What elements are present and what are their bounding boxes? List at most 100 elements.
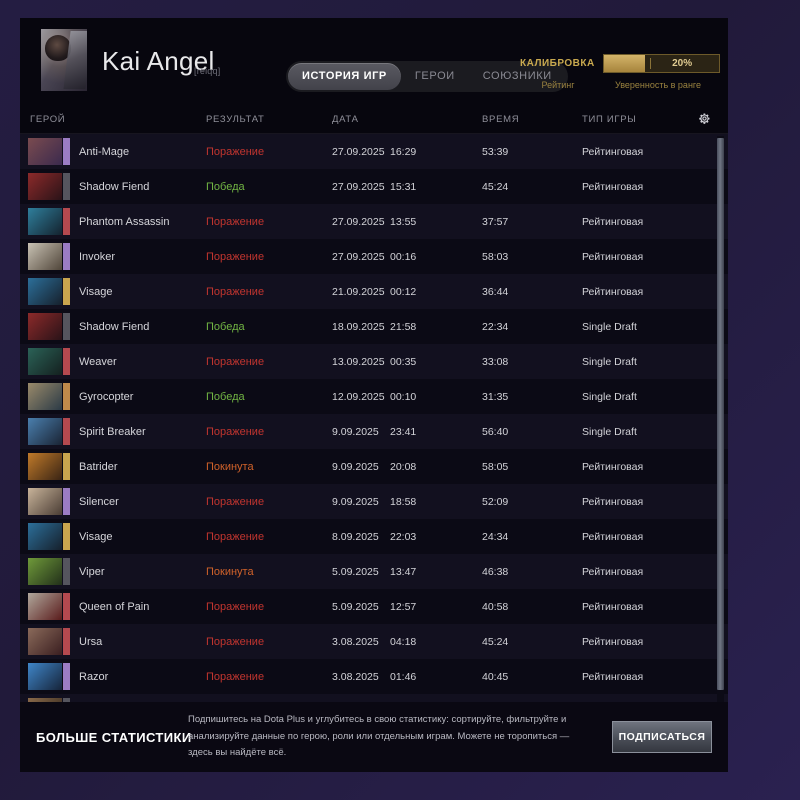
- hero-rank-bar: [63, 593, 70, 620]
- match-time: 12:57: [390, 600, 417, 613]
- calibration-progress-bar: 20%: [602, 54, 720, 73]
- match-time: 04:18: [390, 635, 417, 648]
- match-result: Поражение: [206, 215, 265, 228]
- hero-portrait: [28, 593, 62, 620]
- calibration-label: КАЛИБРОВКА: [520, 58, 595, 69]
- match-mode: Рейтинговая: [582, 565, 644, 578]
- match-mode: Рейтинговая: [582, 495, 644, 508]
- hero-portrait: [28, 453, 62, 480]
- hero-rank-bar: [63, 698, 70, 702]
- hero-rank-bar: [63, 278, 70, 305]
- tab-match-history[interactable]: ИСТОРИЯ ИГР: [288, 63, 401, 90]
- table-row[interactable]: Anti-Mage Поражение 27.09.2025 16:29 53:39 Ре…: [20, 134, 728, 169]
- match-mode: Single Draft: [582, 425, 637, 438]
- match-duration: 53:39: [482, 145, 509, 158]
- subscribe-button[interactable]: ПОДПИСАТЬСЯ: [612, 721, 712, 753]
- column-header-mode[interactable]: ТИП ИГРЫ: [582, 114, 637, 125]
- table-row[interactable]: Batrider Покинута 9.09.2025 20:08 58:05 Рейти…: [20, 449, 728, 484]
- match-date: 27.09.2025: [332, 250, 385, 263]
- calibration-rating-label: Рейтинг: [541, 80, 575, 90]
- tab-allies[interactable]: СОЮЗНИКИ: [482, 70, 552, 82]
- player-tag: [reiqq]: [194, 66, 221, 76]
- hero-rank-bar: [63, 138, 70, 165]
- table-row[interactable]: Weaver Поражение 13.09.2025 00:35 33:08 Singl…: [20, 344, 728, 379]
- promo-title: БОЛЬШЕ СТАТИСТИКИ: [36, 729, 192, 745]
- match-time: 16:29: [390, 145, 417, 158]
- match-mode: Рейтинговая: [582, 670, 644, 683]
- match-history-list[interactable]: Anti-Mage Поражение 27.09.2025 16:29 53:39 Ре…: [20, 134, 728, 702]
- page-title: Kai Angel: [102, 46, 215, 76]
- hero-name: Visage: [79, 530, 113, 543]
- tab-heroes[interactable]: ГЕРОИ: [414, 70, 455, 82]
- hero-portrait: [28, 208, 62, 235]
- table-row[interactable]: Silencer Поражение 9.09.2025 18:58 52:09 Рейт…: [20, 484, 728, 519]
- match-date: 9.09.2025: [332, 460, 379, 473]
- gear-icon[interactable]: [697, 111, 712, 126]
- vertical-scrollbar[interactable]: [717, 136, 724, 708]
- match-duration: 33:08: [482, 355, 509, 368]
- table-row[interactable]: Visage Поражение 8.09.2025 22:03 24:34 Рейтин…: [20, 519, 728, 554]
- column-header-date[interactable]: ДАТА: [332, 114, 359, 125]
- match-result: Покинута: [206, 565, 254, 578]
- table-row[interactable]: Spirit Breaker Поражение 9.09.2025 23:41 56:…: [20, 414, 728, 449]
- hero-portrait: [28, 383, 62, 410]
- match-date: 27.09.2025: [332, 180, 385, 193]
- hero-name: Invoker: [79, 250, 116, 263]
- hero-rank-bar: [63, 558, 70, 585]
- table-row[interactable]: Shadow Fiend Победа 27.09.2025 15:31 45:24 Ре…: [20, 169, 728, 204]
- hero-rank-bar: [63, 418, 70, 445]
- hero-rank-bar: [63, 488, 70, 515]
- hero-cell: Phantom Assassin: [28, 208, 170, 235]
- hero-portrait: [28, 488, 62, 515]
- hero-name: Anti-Mage: [79, 145, 130, 158]
- table-row[interactable]: Invoker Поражение 27.09.2025 00:16 58:03 Рейт…: [20, 239, 728, 274]
- match-time: 00:12: [390, 285, 417, 298]
- column-header-hero[interactable]: ГЕРОЙ: [30, 114, 66, 125]
- table-row[interactable]: Visage Поражение 21.09.2025 00:12 36:44 Рейти…: [20, 274, 728, 309]
- hero-portrait: [28, 523, 62, 550]
- table-row[interactable]: Ursa Поражение 3.08.2025 04:18 45:24 Рейтинго…: [20, 624, 728, 659]
- match-mode: Рейтинговая: [582, 635, 644, 648]
- match-result: Победа: [206, 180, 245, 193]
- match-date: 12.09.2025: [332, 390, 385, 403]
- match-duration: 45:24: [482, 635, 509, 648]
- match-mode: Рейтинговая: [582, 285, 644, 298]
- match-duration: 40:45: [482, 670, 509, 683]
- table-row[interactable]: Queen of Pain Поражение 5.09.2025 12:57 40:5…: [20, 589, 728, 624]
- hero-name: Ursa: [79, 635, 103, 648]
- avatar[interactable]: [41, 29, 87, 91]
- table-row[interactable]: Viper Покинута 5.09.2025 13:47 46:38 Рейтинго…: [20, 554, 728, 589]
- hero-rank-bar: [63, 173, 70, 200]
- hero-cell: Weaver: [28, 348, 117, 375]
- table-row[interactable]: [20, 694, 728, 702]
- hero-cell: Shadow Fiend: [28, 173, 149, 200]
- match-result: Поражение: [206, 425, 265, 438]
- match-date: 5.09.2025: [332, 600, 379, 613]
- match-duration: 22:34: [482, 320, 509, 333]
- table-row[interactable]: Gyrocopter Победа 12.09.2025 00:10 31:35 Sing…: [20, 379, 728, 414]
- table-row[interactable]: Shadow Fiend Победа 18.09.2025 21:58 22:34 Si…: [20, 309, 728, 344]
- column-header-time[interactable]: ВРЕМЯ: [482, 114, 520, 125]
- match-date: 5.09.2025: [332, 565, 379, 578]
- hero-portrait: [28, 313, 62, 340]
- calibration-percent: 20%: [672, 58, 693, 69]
- match-time: 15:31: [390, 180, 417, 193]
- hero-cell: Anti-Mage: [28, 138, 129, 165]
- match-result: Поражение: [206, 145, 265, 158]
- hero-portrait: [28, 628, 62, 655]
- match-duration: 36:44: [482, 285, 509, 298]
- match-duration: 40:58: [482, 600, 509, 613]
- scrollbar-thumb[interactable]: [717, 138, 724, 690]
- match-result: Поражение: [206, 635, 265, 648]
- table-row[interactable]: Phantom Assassin Поражение 27.09.2025 13:55…: [20, 204, 728, 239]
- match-duration: 46:38: [482, 565, 509, 578]
- match-duration: 45:24: [482, 180, 509, 193]
- column-header-result[interactable]: РЕЗУЛЬТАТ: [206, 114, 265, 125]
- match-result: Покинута: [206, 460, 254, 473]
- match-result: Поражение: [206, 250, 265, 263]
- match-result: Поражение: [206, 495, 265, 508]
- table-row[interactable]: Razor Поражение 3.08.2025 01:46 40:45 Рейтинг…: [20, 659, 728, 694]
- hero-portrait: [28, 278, 62, 305]
- match-time: 13:47: [390, 565, 417, 578]
